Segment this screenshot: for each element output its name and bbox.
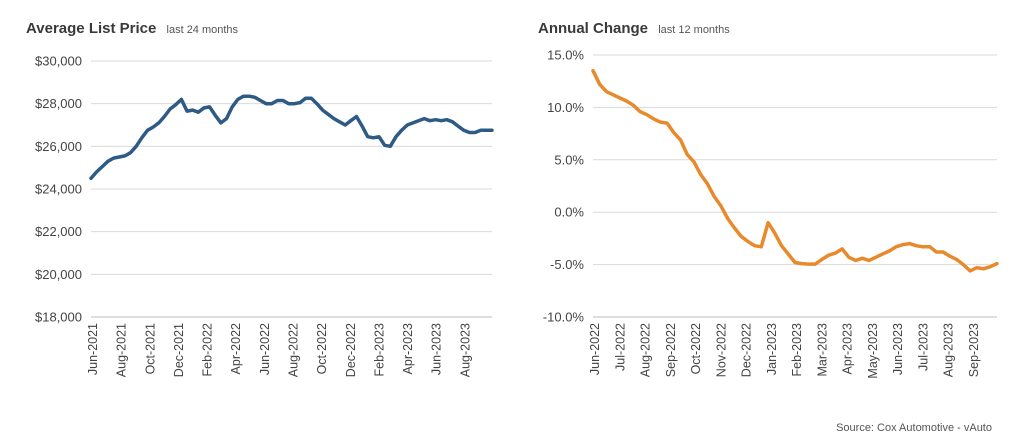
right-y-tick-label: 15.0% (547, 48, 584, 63)
right-x-tick-label: Mar-2023 (815, 323, 829, 377)
right-x-tick-label: Nov-2022 (714, 323, 728, 377)
right-y-tick-label: 0.0% (554, 205, 584, 220)
right-x-tick-label: Jul-2022 (613, 323, 627, 371)
left-chart-title: Average List Price last 24 months (26, 20, 238, 37)
right-x-tick-label: Oct-2022 (689, 323, 703, 374)
right-y-tick-label: 10.0% (547, 100, 584, 115)
left-y-tick-label: $26,000 (35, 139, 82, 154)
left-x-tick-label: Jun-2022 (258, 323, 272, 375)
left-x-tick-label: Jun-2023 (430, 323, 444, 375)
source-note: Source: Cox Automotive - vAuto (836, 422, 992, 434)
right-y-tick-label: -10.0% (543, 310, 585, 325)
right-x-tick-label: Apr-2023 (841, 323, 855, 374)
left-x-tick-label: Feb-2022 (201, 323, 215, 377)
average-list-price-chart: $18,000 $20,000 $22,000 $24,000 $26,000 $28,0… (35, 54, 494, 377)
right-x-tick-label: Jun-2022 (588, 323, 602, 375)
right-x-tick-label: Jul-2023 (916, 323, 930, 371)
right-x-tick-label: Dec-2022 (740, 323, 754, 377)
right-x-tick-label: Jan-2023 (765, 323, 779, 375)
left-chart-title-text: Average List Price (26, 20, 157, 37)
right-x-tick-label: Sep-2023 (967, 323, 981, 377)
left-x-tick-label: Aug-2021 (115, 323, 129, 377)
annual-change-chart: -10.0% -5.0% 0.0% 5.0% 10.0% 15.0% Jun-2022 Jul… (543, 48, 999, 379)
left-x-tick-label: Apr-2023 (401, 323, 415, 374)
right-x-tick-label: Aug-2023 (942, 323, 956, 377)
right-y-tick-label: -5.0% (550, 257, 584, 272)
right-chart-title-text: Annual Change (538, 20, 649, 37)
left-x-tick-label: Oct-2022 (315, 323, 329, 374)
left-series-line (89, 94, 494, 181)
right-x-tick-label: Feb-2023 (790, 323, 804, 377)
left-x-tick-label: Aug-2023 (458, 323, 472, 377)
right-chart-subtitle: last 12 months (658, 24, 730, 36)
right-x-tick-label: Sep-2022 (664, 323, 678, 377)
left-x-tick-label: Oct-2021 (143, 323, 157, 374)
left-y-tick-label: $20,000 (35, 267, 82, 282)
right-y-tick-label: 5.0% (554, 152, 584, 167)
left-y-tick-label: $28,000 (35, 96, 82, 111)
left-chart-subtitle: last 24 months (166, 24, 239, 36)
right-chart-title: Annual Change last 12 months (538, 20, 730, 37)
left-x-tick-label: Dec-2021 (172, 323, 186, 377)
right-x-tick-label: Jun-2023 (891, 323, 905, 375)
left-x-tick-label: Dec-2022 (344, 323, 358, 377)
right-x-tick-label: Aug-2022 (639, 323, 653, 377)
left-x-tick-label: Feb-2023 (372, 323, 386, 377)
left-y-tick-label: $18,000 (35, 310, 82, 325)
right-series-line (591, 68, 999, 273)
left-y-tick-label: $22,000 (35, 224, 82, 239)
left-y-tick-label: $30,000 (35, 54, 82, 69)
left-x-tick-label: Jun-2021 (86, 323, 100, 375)
right-x-tick-label: May-2023 (866, 323, 880, 379)
left-y-tick-label: $24,000 (35, 182, 82, 197)
left-x-tick-label: Apr-2022 (229, 323, 243, 374)
left-x-tick-label: Aug-2022 (287, 323, 301, 377)
